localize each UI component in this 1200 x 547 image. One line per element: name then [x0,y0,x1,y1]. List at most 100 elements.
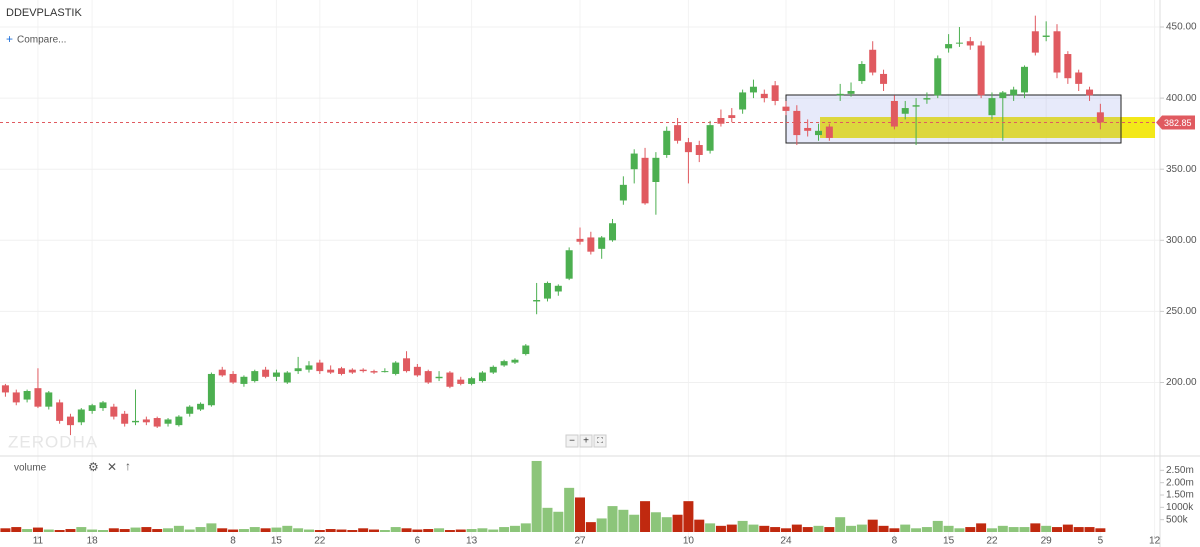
volume-bar [954,528,965,532]
move-up-icon[interactable]: ↑ [125,459,131,473]
candle-body [207,373,215,406]
candle-body [522,345,530,355]
candle-body [413,366,421,376]
volume-bar [726,524,737,532]
candle-body [294,368,302,372]
volume-tick-label: 1.50m [1166,490,1194,501]
volume-tick-label: 2.50m [1166,465,1194,476]
volume-label: volume [14,463,47,474]
y-tick-label: 400.00 [1166,93,1197,104]
x-tick-label: 15 [943,536,955,547]
candle-body [728,115,736,119]
volume-bar [293,528,304,532]
compare-button[interactable]: Compare... [17,35,66,46]
candle-body [847,91,855,94]
candle-body [381,371,389,373]
volume-bar [390,527,401,532]
candle-body [554,285,562,292]
volume-bar [715,525,726,532]
volume-bar [683,501,694,532]
volume-bar [130,527,141,532]
volume-bar [856,524,867,532]
volume-bar [932,520,943,532]
compare-icon[interactable]: + [6,32,13,46]
volume-bar [596,518,607,532]
candle-body [587,237,595,252]
candle-body [706,125,714,151]
volume-bar [325,529,336,532]
volume-bar [163,528,174,532]
candle-body [12,392,20,403]
volume-bar [629,514,640,532]
volume-bar [54,530,65,532]
volume-bar [1073,527,1084,532]
candle-body [283,372,291,383]
volume-bar [108,528,119,532]
candle-body [175,416,183,426]
candle-body [1,385,9,393]
candle-body [1042,35,1050,37]
candle-body [153,418,161,427]
volume-bar [358,528,369,532]
volume-bar [249,527,260,532]
candle-body [500,361,508,366]
candle-body [1020,66,1028,93]
candle-body [533,300,541,302]
last-price-label: 382.85 [1164,118,1192,128]
candle-body [999,92,1007,99]
zoom-controls: − + ⛶ [565,434,607,448]
volume-bar [889,528,900,532]
x-tick-label: 8 [892,536,898,547]
candle-body [782,106,790,111]
volume-bar [618,509,629,532]
volume-bar [770,527,781,532]
y-tick-label: 300.00 [1166,235,1197,246]
volume-bar [835,517,846,532]
volume-bar [1095,528,1106,532]
candle-body [23,391,31,400]
y-tick-label: 250.00 [1166,306,1197,317]
candle-body [489,366,497,373]
volume-bar [650,512,661,532]
x-tick-label: 12 [1149,536,1161,547]
candle-body [305,365,313,370]
volume-bar [195,527,206,532]
x-tick-label: 8 [230,536,236,547]
last-price-pointer [1156,115,1162,130]
zoom-reset[interactable] [593,434,607,448]
x-tick-label: 6 [415,536,421,547]
settings-icon[interactable]: ⚙ [88,460,99,474]
candle-body [370,371,378,373]
candle-body [934,58,942,96]
candle-body [348,369,356,373]
candle-body [1031,31,1039,53]
volume-bar [434,528,445,532]
candle-body [717,118,725,124]
zoom-in[interactable] [579,434,593,448]
volume-bar [412,529,423,532]
volume-bar [705,523,716,532]
highlight-marker [820,117,1155,138]
volume-bar [1084,527,1095,532]
volume-bar [423,529,434,532]
volume-bar [97,530,108,532]
rectangle-drawing [785,94,1122,144]
candle-body [977,45,985,96]
close-icon[interactable]: ✕ [107,460,117,474]
candle-body [663,130,671,155]
candle-body [77,409,85,423]
x-tick-label: 15 [271,536,283,547]
candle-body [468,378,476,384]
volume-bar [564,487,575,532]
candle-body [88,405,96,411]
candle-body [565,250,573,279]
volume-bar [477,528,488,532]
volume-bar [488,529,499,532]
zoom-out[interactable] [565,434,579,448]
y-tick-label: 350.00 [1166,164,1197,175]
volume-bar [347,530,358,532]
volume-bar [1041,525,1052,532]
x-tick-label: 22 [314,536,326,547]
x-tick-label: 18 [87,536,99,547]
